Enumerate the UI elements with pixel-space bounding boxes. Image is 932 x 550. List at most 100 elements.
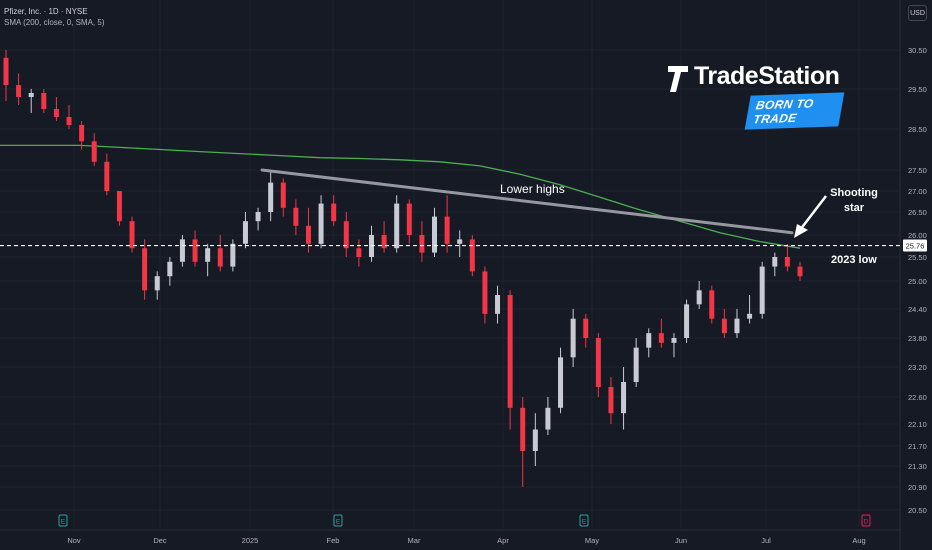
candle[interactable]	[192, 230, 198, 267]
candle[interactable]	[457, 230, 463, 257]
logo-brand: TradeStation	[694, 62, 840, 90]
y-tick-label: 30.50	[908, 46, 927, 55]
candle[interactable]	[482, 266, 488, 324]
tradestation-logo-icon	[668, 66, 688, 92]
candle[interactable]	[280, 178, 286, 217]
candle[interactable]	[646, 328, 652, 358]
candle[interactable]	[28, 89, 34, 113]
y-tick-label: 22.10	[908, 420, 927, 429]
candle[interactable]	[255, 207, 261, 231]
candle[interactable]	[356, 239, 362, 267]
candle[interactable]	[797, 261, 803, 281]
candle[interactable]	[432, 207, 438, 257]
candle[interactable]	[16, 73, 22, 105]
candle[interactable]	[444, 195, 450, 253]
candle[interactable]	[759, 261, 765, 319]
last-price-badge: 25.76	[903, 239, 927, 252]
price-axis[interactable]: 30.50 29.50 28.50 27.50 27.00 26.50 26.00 25.50…	[908, 46, 927, 515]
candle[interactable]	[495, 285, 501, 324]
candle[interactable]	[116, 191, 122, 226]
candle[interactable]	[696, 281, 702, 309]
candle[interactable]	[230, 239, 236, 272]
candle[interactable]	[570, 309, 576, 367]
candle[interactable]	[684, 299, 690, 343]
candle[interactable]	[608, 377, 614, 424]
dividend-icon[interactable]: D	[861, 514, 871, 527]
candle[interactable]	[772, 252, 778, 277]
candles[interactable]	[3, 50, 803, 487]
candle[interactable]	[242, 212, 248, 249]
candle[interactable]	[419, 221, 425, 262]
earnings-icon[interactable]: E	[579, 514, 589, 527]
y-tick-label: 25.50	[908, 253, 927, 262]
candle[interactable]	[104, 153, 110, 196]
earnings-icon[interactable]: E	[58, 514, 68, 527]
candle[interactable]	[3, 50, 9, 101]
candle[interactable]	[129, 216, 135, 253]
event-marker-label: D	[864, 519, 869, 526]
y-tick-label: 27.00	[908, 187, 927, 196]
candle[interactable]	[343, 212, 349, 257]
y-tick-label: 29.50	[908, 85, 927, 94]
candle[interactable]	[520, 397, 526, 487]
x-tick-label: Dec	[153, 536, 167, 545]
symbol-info: Pfizer, Inc. · 1D · NYSE	[4, 7, 88, 16]
earnings-icon[interactable]: E	[333, 514, 343, 527]
candle[interactable]	[394, 195, 400, 253]
candle[interactable]	[53, 97, 59, 121]
candle[interactable]	[167, 257, 173, 286]
currency-badge[interactable]: USD	[908, 5, 927, 21]
candle[interactable]	[545, 397, 551, 435]
candle-body	[280, 182, 286, 208]
candle-body	[608, 387, 614, 414]
candle-body	[520, 407, 526, 451]
candle[interactable]	[709, 285, 715, 324]
candle-body	[671, 338, 677, 343]
candle[interactable]	[469, 235, 475, 277]
candle[interactable]	[532, 413, 538, 466]
candle-body	[595, 338, 601, 387]
time-axis[interactable]: Nov Dec 2025 Feb Mar Apr May Jun Jul Aug	[67, 536, 865, 545]
candle[interactable]	[507, 290, 513, 430]
candle[interactable]	[205, 243, 211, 277]
candle-body	[343, 221, 349, 249]
candle-body	[432, 216, 438, 253]
candle[interactable]	[142, 239, 148, 300]
candle[interactable]	[747, 295, 753, 324]
candle[interactable]	[406, 199, 412, 244]
candle[interactable]	[217, 235, 223, 272]
candle[interactable]	[583, 313, 589, 348]
candle[interactable]	[79, 121, 85, 150]
arrow-head	[794, 224, 808, 238]
candle-body	[41, 93, 47, 109]
candle-body	[444, 216, 450, 244]
candle-body	[116, 191, 122, 222]
candle-body	[658, 333, 664, 343]
candle[interactable]	[154, 271, 160, 300]
candle[interactable]	[784, 243, 790, 272]
candle[interactable]	[318, 195, 324, 249]
candle-body	[79, 125, 85, 142]
candle[interactable]	[721, 309, 727, 338]
candle[interactable]	[293, 199, 299, 235]
candle[interactable]	[734, 309, 740, 338]
candle[interactable]	[633, 338, 639, 387]
indicator-legend[interactable]: SMA (200, close, 0, SMA, 5)	[4, 18, 105, 27]
candle[interactable]	[595, 333, 601, 397]
candle[interactable]	[558, 347, 564, 414]
candle[interactable]	[621, 367, 627, 430]
candle[interactable]	[331, 195, 337, 226]
candle-body	[66, 117, 72, 125]
candle[interactable]	[658, 318, 664, 348]
candle[interactable]	[91, 133, 97, 166]
candle[interactable]	[66, 105, 72, 129]
candle[interactable]	[268, 170, 274, 222]
candle-body	[331, 203, 337, 222]
candle[interactable]	[671, 333, 677, 358]
candle[interactable]	[41, 89, 47, 113]
candle[interactable]	[179, 235, 185, 267]
candle[interactable]	[381, 221, 387, 253]
